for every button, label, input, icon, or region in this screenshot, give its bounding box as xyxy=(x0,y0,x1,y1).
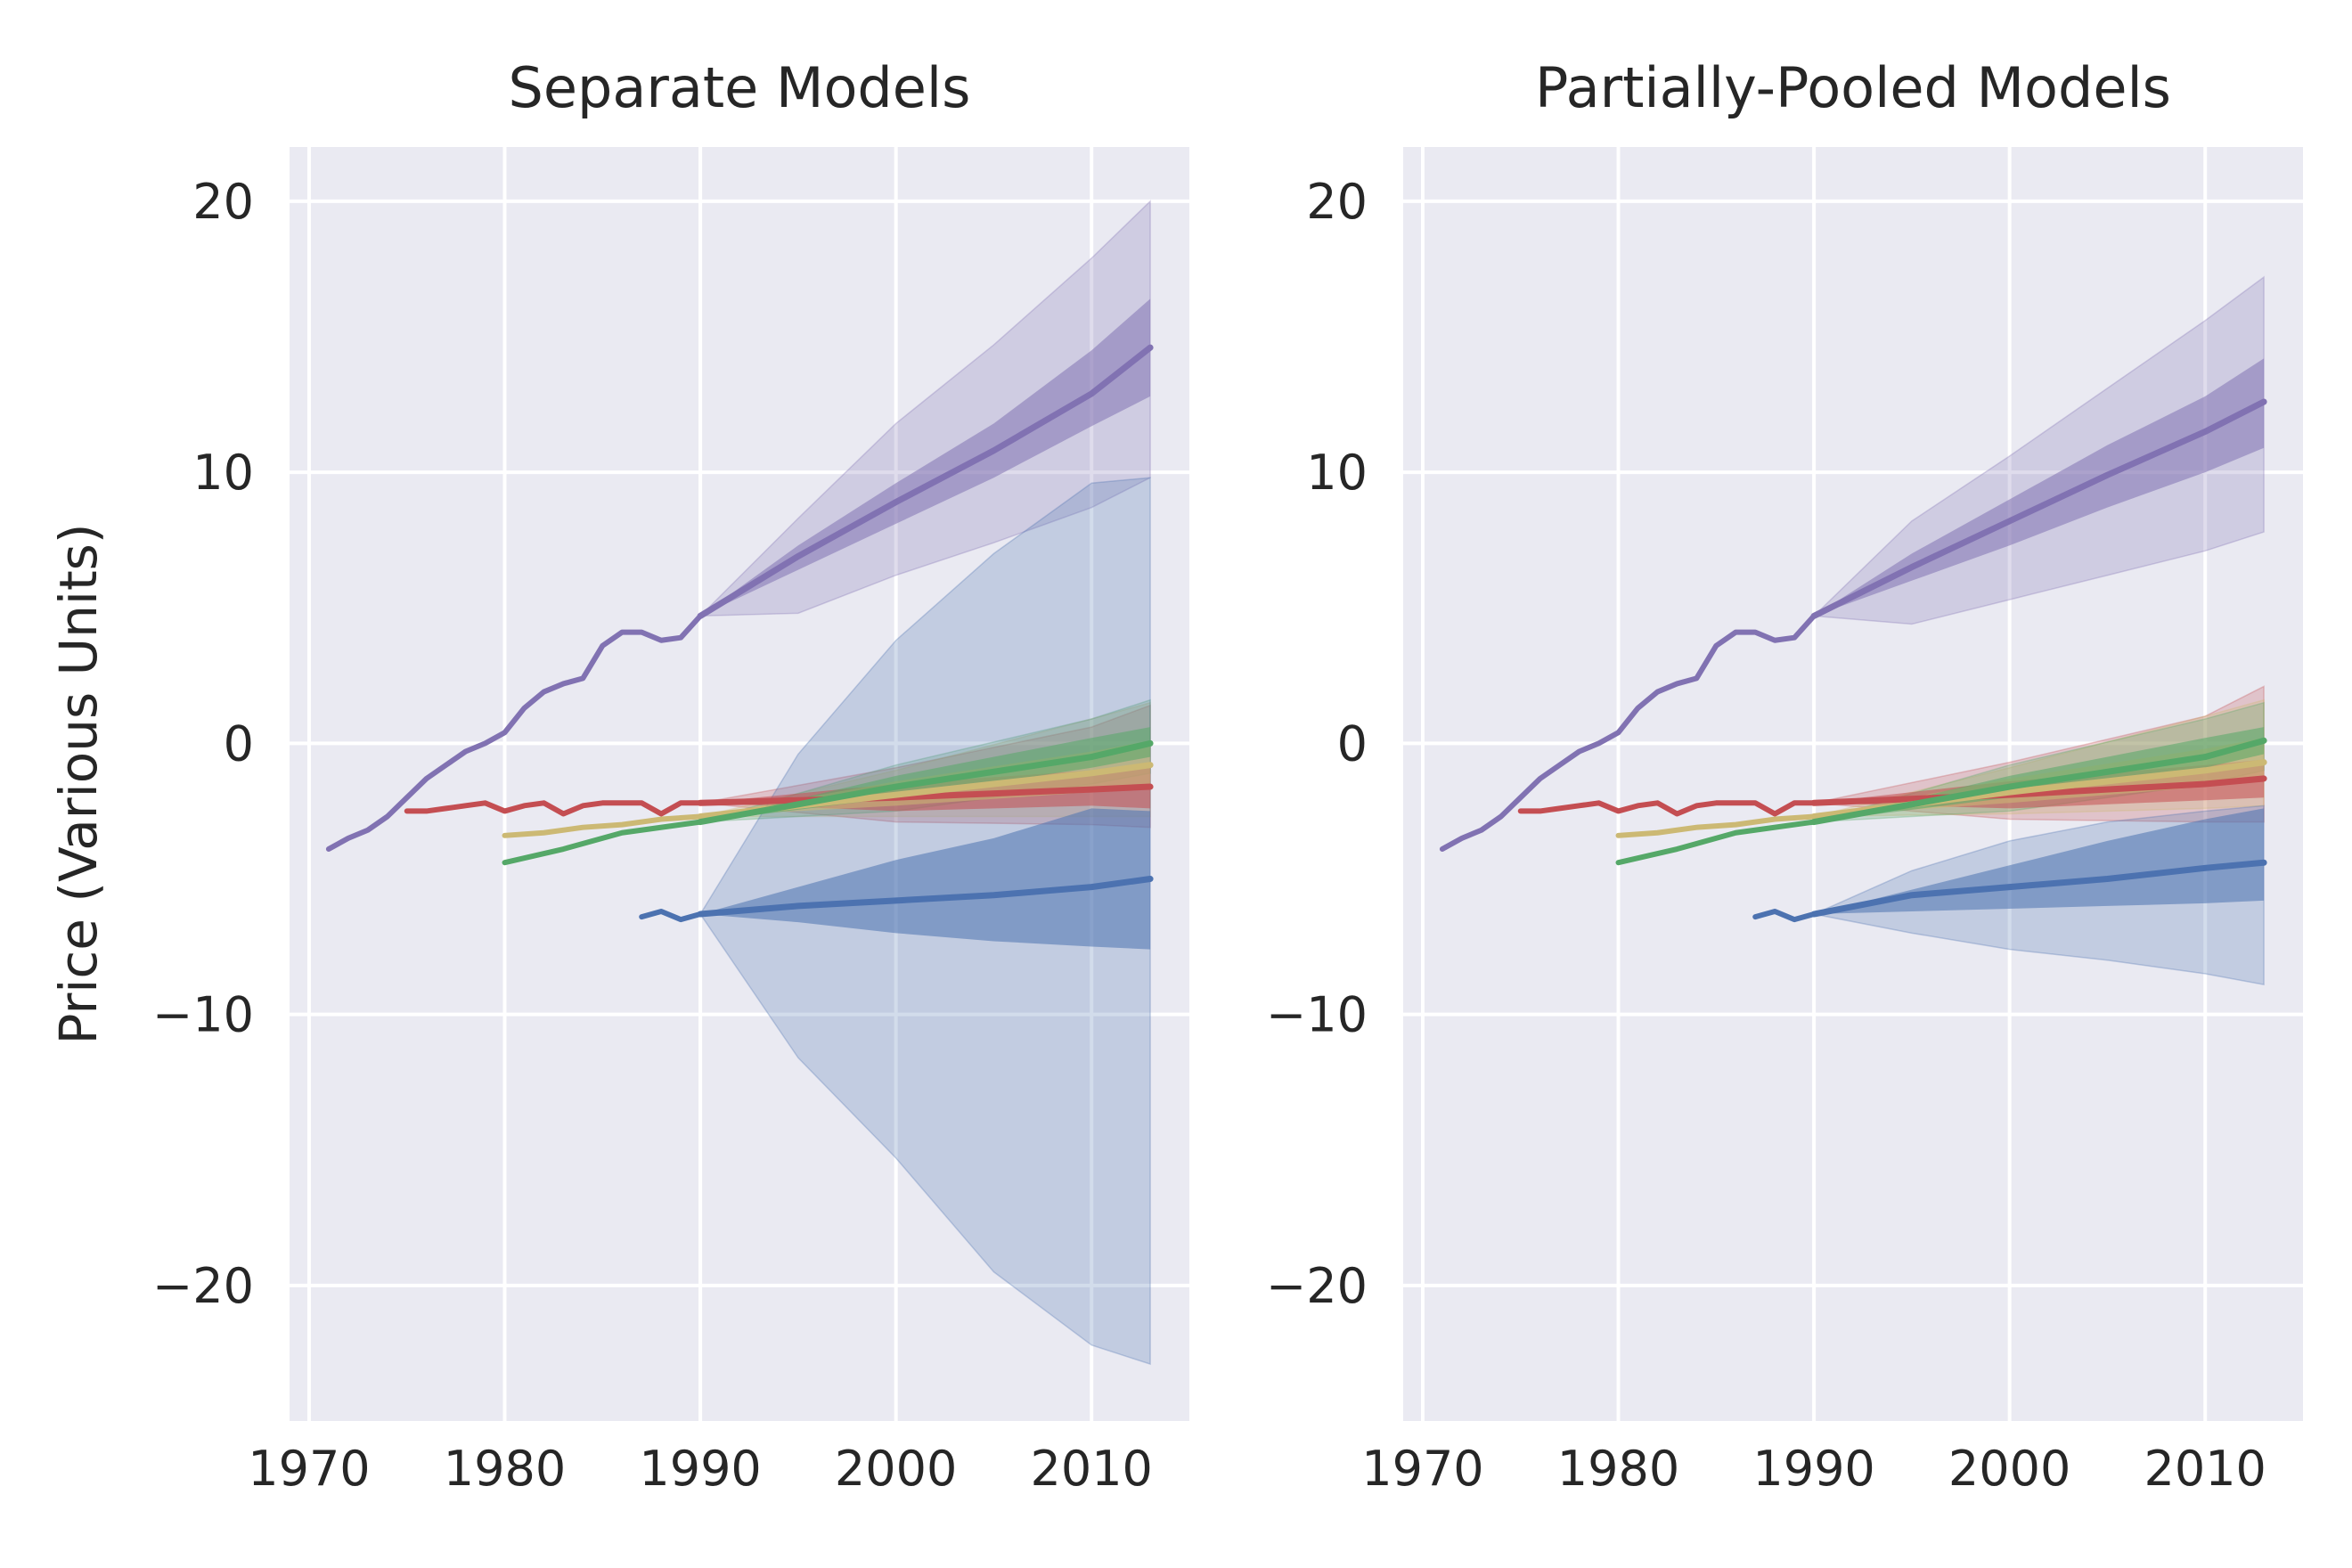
red-observed-line xyxy=(1517,800,1817,817)
green-forecast-mean-line xyxy=(1810,737,2267,826)
x-tick-label: 2000 xyxy=(835,1441,957,1497)
x-tick-label: 1970 xyxy=(1361,1441,1483,1497)
y-tick-label: −10 xyxy=(1266,987,1368,1043)
x-tick-label: 2010 xyxy=(2144,1441,2266,1497)
green-forecast-mean-line xyxy=(697,739,1154,826)
y-tick-label: 0 xyxy=(1337,715,1368,772)
purple-observed-line xyxy=(1439,613,1817,853)
x-tick-label: 1980 xyxy=(1557,1441,1679,1497)
blue-forecast-mean-line xyxy=(697,875,1154,918)
x-tick-label: 1990 xyxy=(639,1441,761,1497)
red-observed-line xyxy=(404,800,704,817)
x-tick-label: 2000 xyxy=(1948,1441,2070,1497)
yellow-observed-line xyxy=(502,813,704,838)
x-tick-label: 1980 xyxy=(444,1441,566,1497)
gridlines xyxy=(290,147,1189,1421)
purple-forecast-mean-line xyxy=(1810,398,2267,619)
y-tick-label: −20 xyxy=(152,1258,254,1314)
blue-inner-interval-band xyxy=(700,808,1151,950)
blue-observed-line xyxy=(639,909,704,923)
gridlines xyxy=(1403,147,2303,1421)
green-observed-line xyxy=(1615,819,1817,866)
y-axis-label: Price (Various Units) xyxy=(48,523,109,1044)
x-tick-label: 1970 xyxy=(248,1441,370,1497)
x-tick-label: 1990 xyxy=(1752,1441,1874,1497)
green-observed-line xyxy=(502,819,704,866)
red-forecast-mean-line xyxy=(697,783,1154,806)
y-tick-label: 20 xyxy=(192,174,254,230)
panel-separate-models: Separate Models 1970 1980 1990 2000 20102010… xyxy=(152,55,1189,1497)
purple-observed-line xyxy=(325,613,704,853)
y-tick-label: 20 xyxy=(1306,174,1368,230)
y-tick-label: 10 xyxy=(192,445,254,501)
x-tick-label: 2010 xyxy=(1030,1441,1152,1497)
purple-forecast-mean-line xyxy=(697,344,1154,619)
y-tick-label: −10 xyxy=(152,987,254,1043)
yellow-observed-line xyxy=(1615,813,1817,838)
y-tick-label: −20 xyxy=(1266,1258,1368,1314)
panel-partially-pooled-models: Partially-Pooled Models 1970 1980 1990 2000… xyxy=(1266,55,2303,1497)
y-tick-label: 10 xyxy=(1306,445,1368,501)
panel-title: Separate Models xyxy=(509,55,971,120)
purple-inner-interval-band xyxy=(1814,358,2265,617)
blue-forecast-mean-line xyxy=(1810,859,2267,918)
purple-inner-interval-band xyxy=(700,298,1151,617)
blue-observed-line xyxy=(1752,909,1817,923)
panel-title: Partially-Pooled Models xyxy=(1535,55,2171,120)
y-tick-label: 0 xyxy=(224,715,254,772)
red-forecast-mean-line xyxy=(1810,775,2267,806)
blue-inner-interval-band xyxy=(1814,808,2265,915)
